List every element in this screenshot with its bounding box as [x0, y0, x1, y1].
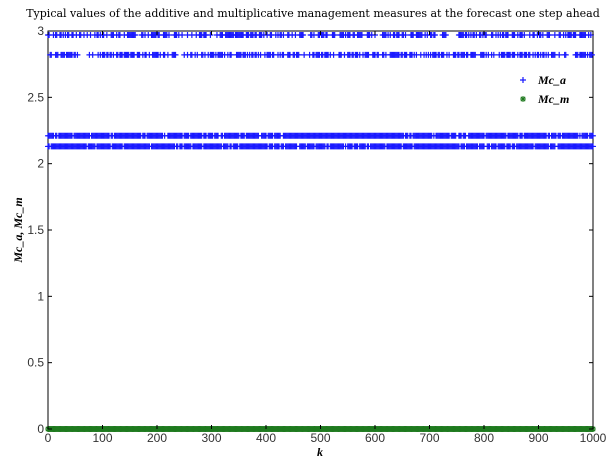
data-point — [132, 31, 139, 38]
x-tick-label: 600 — [365, 431, 385, 445]
data-point — [89, 51, 96, 58]
legend: Mc_a Mc_m — [520, 73, 569, 106]
legend-marker — [520, 96, 526, 102]
data-marks — [45, 31, 596, 432]
data-point — [165, 31, 172, 38]
data-point — [521, 31, 528, 38]
legend-item: Mc_a — [520, 73, 566, 87]
data-point — [300, 31, 307, 38]
data-point — [358, 31, 365, 38]
y-axis-label: Mc_a, Mc_m — [11, 197, 25, 263]
data-point — [546, 31, 553, 38]
y-tick-label: 1 — [37, 289, 44, 303]
data-point — [431, 31, 438, 38]
x-tick-label: 1000 — [580, 431, 607, 445]
x-tick-label: 500 — [310, 431, 330, 445]
data-point — [472, 51, 479, 58]
legend-label: Mc_m — [537, 92, 569, 106]
data-point — [301, 51, 308, 58]
data-point — [331, 31, 338, 38]
data-point — [228, 51, 235, 58]
axis-ticks: 0 100 200 300 400 500 600 700 800 900 1000 0 0.5 1 1.5… — [27, 24, 606, 445]
x-tick-label: 700 — [419, 431, 439, 445]
data-point — [402, 31, 409, 38]
y-tick-label: 0.5 — [27, 356, 44, 370]
legend-marker — [520, 77, 526, 83]
data-point — [556, 51, 563, 58]
y-tick-label: 2 — [37, 157, 44, 171]
x-tick-label: 900 — [528, 431, 548, 445]
data-point — [324, 31, 331, 38]
plot-area — [47, 30, 594, 430]
data-point — [442, 31, 449, 38]
data-point — [590, 143, 596, 150]
data-point — [74, 51, 81, 58]
y-tick-label: 0 — [37, 422, 44, 436]
data-point — [330, 51, 337, 58]
data-point — [207, 31, 214, 38]
data-point — [490, 51, 497, 58]
data-point — [590, 132, 596, 139]
x-axis-label: k — [317, 445, 323, 458]
x-tick-label: 100 — [92, 431, 112, 445]
chart-title: Typical values of the additive and multi… — [26, 7, 600, 20]
legend-item: Mc_m — [520, 92, 569, 106]
data-point — [562, 51, 569, 58]
data-point — [295, 51, 302, 58]
x-tick-label: 200 — [147, 431, 167, 445]
x-tick-label: 400 — [256, 431, 276, 445]
y-tick-label: 1.5 — [27, 223, 44, 237]
series-mc-a — [45, 31, 596, 150]
data-point — [179, 31, 186, 38]
legend-label: Mc_a — [537, 73, 566, 87]
x-tick-label: 0 — [45, 431, 52, 445]
data-point — [172, 51, 179, 58]
data-point — [588, 51, 595, 58]
x-tick-label: 800 — [474, 431, 494, 445]
y-tick-label: 2.5 — [27, 90, 44, 104]
y-tick-label: 3 — [37, 24, 44, 38]
x-tick-label: 300 — [201, 431, 221, 445]
